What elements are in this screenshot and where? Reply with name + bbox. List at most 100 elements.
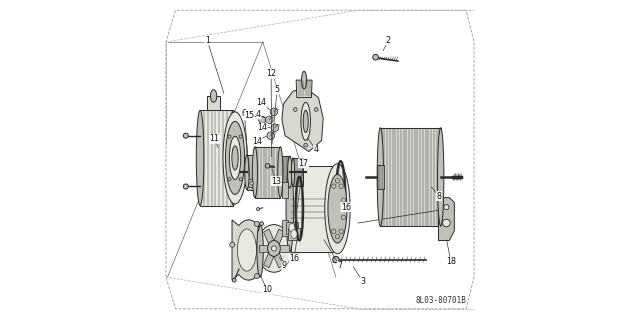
Polygon shape <box>264 252 275 268</box>
Polygon shape <box>296 80 312 98</box>
Circle shape <box>443 219 450 227</box>
Polygon shape <box>278 245 289 252</box>
Circle shape <box>266 116 273 123</box>
Polygon shape <box>286 222 298 234</box>
Text: 14: 14 <box>251 110 261 119</box>
Polygon shape <box>259 245 269 252</box>
Polygon shape <box>282 220 288 236</box>
Ellipse shape <box>438 128 444 226</box>
Circle shape <box>444 204 449 210</box>
Circle shape <box>341 215 346 219</box>
Polygon shape <box>290 166 337 252</box>
Circle shape <box>239 135 243 138</box>
Circle shape <box>267 132 275 139</box>
Text: 5: 5 <box>275 85 280 94</box>
Ellipse shape <box>232 146 238 170</box>
Ellipse shape <box>257 223 263 277</box>
Polygon shape <box>200 110 234 205</box>
Polygon shape <box>232 220 265 280</box>
Circle shape <box>183 184 188 189</box>
Text: 3: 3 <box>360 277 365 286</box>
Circle shape <box>259 116 266 123</box>
Ellipse shape <box>301 102 310 140</box>
Ellipse shape <box>252 147 257 197</box>
Text: 8: 8 <box>436 191 442 201</box>
Circle shape <box>260 222 264 226</box>
Polygon shape <box>273 229 284 245</box>
Polygon shape <box>380 128 441 226</box>
Ellipse shape <box>377 128 383 226</box>
Ellipse shape <box>225 122 244 195</box>
Circle shape <box>271 246 276 251</box>
Text: 14: 14 <box>256 99 266 108</box>
Ellipse shape <box>196 110 204 205</box>
Circle shape <box>293 108 297 111</box>
Text: 14: 14 <box>252 137 262 145</box>
Ellipse shape <box>230 110 237 205</box>
Ellipse shape <box>223 112 247 204</box>
Circle shape <box>341 198 346 202</box>
Ellipse shape <box>278 147 283 197</box>
Text: 17: 17 <box>298 159 308 168</box>
Polygon shape <box>255 147 280 197</box>
Ellipse shape <box>244 155 249 190</box>
Polygon shape <box>377 165 383 189</box>
Text: 13: 13 <box>271 177 281 186</box>
Circle shape <box>228 135 231 138</box>
Circle shape <box>232 278 236 282</box>
Text: 8L03-80701B: 8L03-80701B <box>415 296 466 305</box>
Ellipse shape <box>237 229 257 271</box>
Text: 2: 2 <box>386 36 391 45</box>
Ellipse shape <box>268 241 280 256</box>
Ellipse shape <box>257 225 291 272</box>
Text: 16: 16 <box>341 203 351 211</box>
Circle shape <box>230 242 235 247</box>
Text: 4: 4 <box>314 145 319 154</box>
Circle shape <box>228 178 231 181</box>
Ellipse shape <box>286 166 294 252</box>
Circle shape <box>250 182 253 185</box>
Circle shape <box>335 234 340 239</box>
Circle shape <box>254 221 259 226</box>
Text: 10: 10 <box>262 285 272 294</box>
Circle shape <box>254 274 259 279</box>
Polygon shape <box>207 96 220 110</box>
Text: 18: 18 <box>446 257 456 266</box>
Circle shape <box>239 178 243 181</box>
Circle shape <box>314 108 318 111</box>
Ellipse shape <box>289 223 295 232</box>
Circle shape <box>332 229 336 234</box>
Circle shape <box>333 256 339 263</box>
Text: 1: 1 <box>205 36 210 45</box>
Circle shape <box>372 54 378 60</box>
Ellipse shape <box>301 71 307 89</box>
Circle shape <box>271 124 278 131</box>
Circle shape <box>339 184 344 189</box>
Circle shape <box>304 143 308 147</box>
Polygon shape <box>293 158 303 187</box>
Text: 7: 7 <box>337 261 342 271</box>
Ellipse shape <box>291 230 297 239</box>
Polygon shape <box>273 252 284 268</box>
Polygon shape <box>247 155 255 190</box>
Polygon shape <box>438 197 454 241</box>
Circle shape <box>248 179 256 188</box>
Ellipse shape <box>303 110 308 132</box>
Text: 9: 9 <box>282 261 287 271</box>
Polygon shape <box>280 156 290 188</box>
Circle shape <box>335 179 340 183</box>
Circle shape <box>266 164 270 168</box>
Circle shape <box>183 133 188 138</box>
Polygon shape <box>288 228 300 240</box>
Text: 6: 6 <box>242 109 247 118</box>
Text: 12: 12 <box>266 69 276 78</box>
Ellipse shape <box>287 156 292 188</box>
Ellipse shape <box>328 174 347 243</box>
Ellipse shape <box>324 164 350 254</box>
Circle shape <box>270 108 278 116</box>
Circle shape <box>339 229 344 234</box>
Ellipse shape <box>229 136 241 180</box>
Polygon shape <box>282 182 288 197</box>
Polygon shape <box>282 88 323 152</box>
Ellipse shape <box>291 158 294 187</box>
